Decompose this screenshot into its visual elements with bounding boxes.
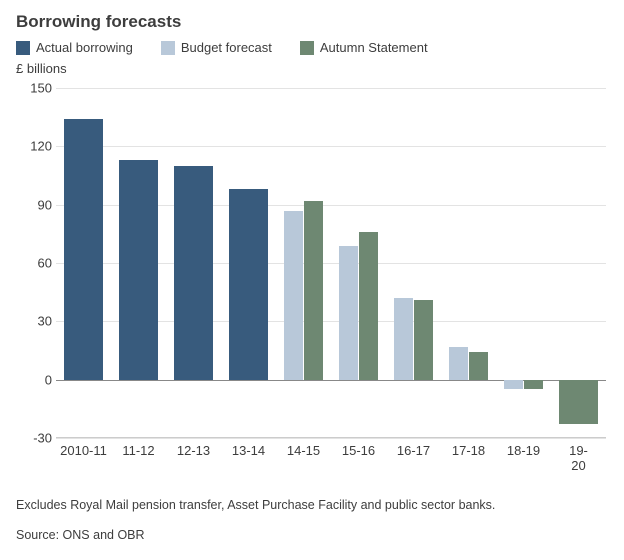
bar [174, 166, 214, 380]
bar [559, 380, 599, 425]
legend-label: Actual borrowing [36, 40, 133, 55]
chart-source: Source: ONS and OBR [16, 528, 608, 542]
grid-line [56, 438, 606, 439]
y-tick-label: 60 [16, 256, 52, 271]
x-tick-label: 16-17 [397, 443, 430, 458]
y-tick-label: 120 [16, 139, 52, 154]
y-tick-label: 90 [16, 197, 52, 212]
bar [394, 298, 413, 380]
legend-swatch [300, 41, 314, 55]
x-tick-label: 14-15 [287, 443, 320, 458]
y-axis-label: £ billions [16, 61, 608, 76]
bar [414, 300, 433, 380]
x-tick-label: 17-18 [452, 443, 485, 458]
x-tick-label: 15-16 [342, 443, 375, 458]
x-tick-label: 18-19 [507, 443, 540, 458]
y-tick-label: 150 [16, 81, 52, 96]
legend-swatch [16, 41, 30, 55]
legend: Actual borrowing Budget forecast Autumn St… [16, 40, 608, 55]
y-tick-label: -30 [16, 431, 52, 446]
bar [119, 160, 159, 380]
chart-area: -30 0 30 60 90 120 150 2010-11 11-12 12-13 13-14 1… [16, 78, 608, 468]
legend-label: Budget forecast [181, 40, 272, 55]
chart-title: Borrowing forecasts [16, 12, 608, 32]
bar [504, 380, 523, 390]
bar [524, 380, 543, 390]
y-tick-label: 30 [16, 314, 52, 329]
bar [229, 189, 269, 380]
legend-swatch [161, 41, 175, 55]
bar [64, 119, 104, 380]
bar [469, 352, 488, 379]
bar [359, 232, 378, 380]
x-tick-label: 11-12 [122, 443, 154, 458]
plot-region [56, 88, 606, 438]
legend-item: Budget forecast [161, 40, 272, 55]
x-tick-label: 12-13 [177, 443, 210, 458]
legend-item: Actual borrowing [16, 40, 133, 55]
legend-item: Autumn Statement [300, 40, 428, 55]
x-tick-label: 2010-11 [60, 443, 107, 458]
bar [284, 211, 303, 380]
legend-label: Autumn Statement [320, 40, 428, 55]
y-tick-label: 0 [16, 372, 52, 387]
bar [449, 347, 468, 380]
bar [339, 246, 358, 380]
x-tick-label: 19-20 [564, 443, 594, 473]
x-tick-label: 13-14 [232, 443, 265, 458]
bar [304, 201, 323, 380]
chart-footnote: Excludes Royal Mail pension transfer, As… [16, 498, 608, 512]
